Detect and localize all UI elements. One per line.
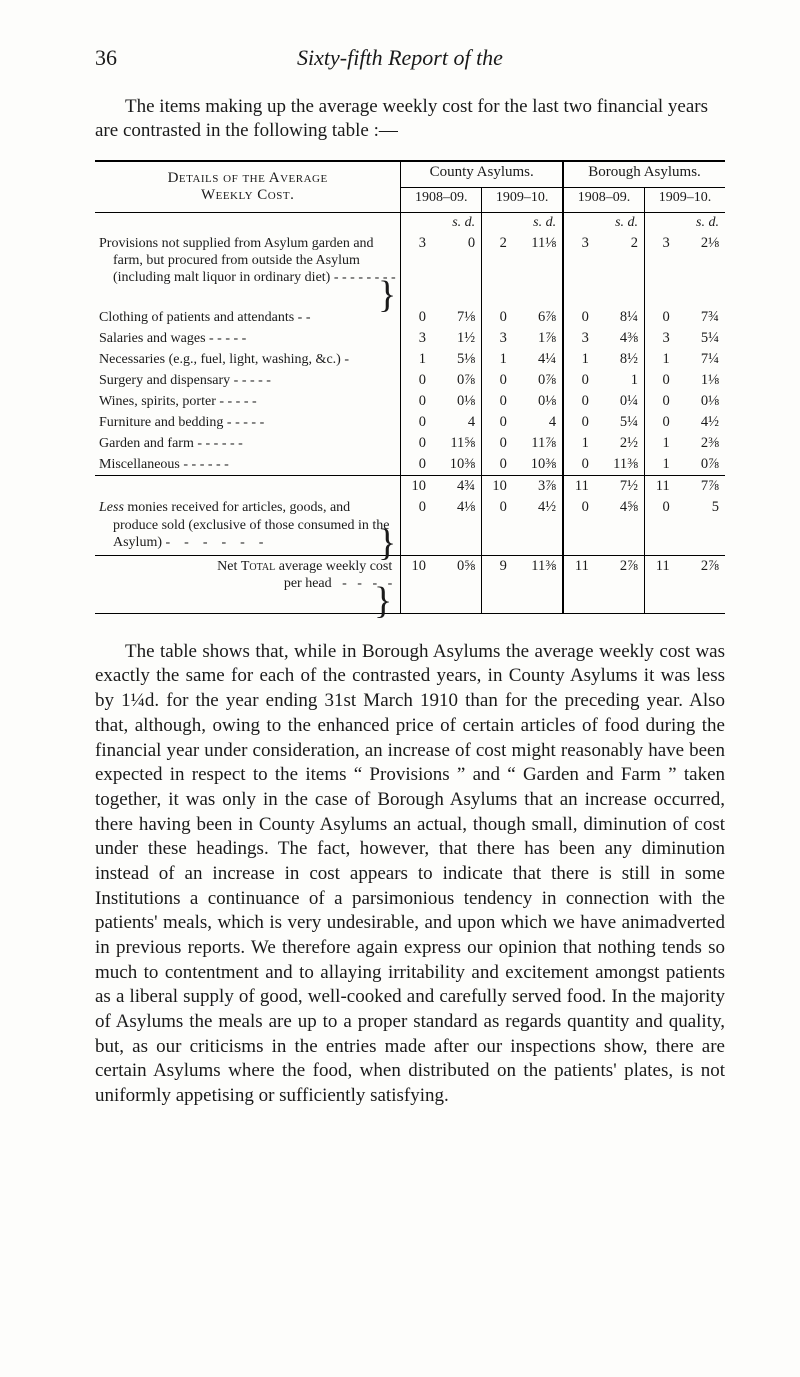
table-row: Garden and farm - - - - - -011⅝011⅞12½12… — [95, 433, 725, 454]
year-col: 1909–10. — [645, 187, 725, 212]
less-row: Less monies received for articles, goods… — [95, 497, 725, 555]
subtotal-row: 10 4¾ 10 3⅞ 11 7½ 11 7⅞ — [95, 476, 725, 498]
sd-header-row: s. d. s. d. s. d. s. d. — [95, 212, 725, 233]
net-total-row: Net Total average weekly costper head - … — [95, 555, 725, 613]
year-col: 1909–10. — [482, 187, 563, 212]
table-row: Clothing of patients and attendants - -0… — [95, 307, 725, 328]
body-paragraph: The table shows that, while in Borough A… — [95, 640, 725, 1109]
year-col: 1908–09. — [401, 187, 482, 212]
table-group-header: Details of the Average Weekly Cost. Coun… — [95, 162, 725, 188]
cost-table-container: Details of the Average Weekly Cost. Coun… — [95, 160, 725, 614]
page: 36 Sixty-fifth Report of the The items m… — [0, 0, 800, 1377]
table-row: Miscellaneous - - - - - -010⅜010⅜011⅜10⅞ — [95, 454, 725, 476]
details-heading-2: Weekly Cost. — [201, 187, 294, 203]
details-heading-1: Details of the Average — [168, 170, 328, 186]
table-row: Provisions not supplied from Asylum gard… — [95, 233, 725, 307]
table-row: Necessaries (e.g., fuel, light, washing,… — [95, 349, 725, 370]
county-header: County Asylums. — [401, 162, 563, 188]
cost-table: Details of the Average Weekly Cost. Coun… — [95, 162, 725, 613]
table-row: Wines, spirits, porter - - - - -00⅛00⅛00… — [95, 391, 725, 412]
running-title: Sixty-fifth Report of the — [0, 45, 800, 71]
table-row: Surgery and dispensary - - - - -00⅞00⅞01… — [95, 370, 725, 391]
table-row: Furniture and bedding - - - - -040405¼04… — [95, 412, 725, 433]
table-row: Salaries and wages - - - - -31½31⅞34⅜35¼ — [95, 328, 725, 349]
intro-paragraph: The items making up the average weekly c… — [95, 95, 725, 144]
year-col: 1908–09. — [563, 187, 644, 212]
borough-header: Borough Asylums. — [563, 162, 725, 188]
